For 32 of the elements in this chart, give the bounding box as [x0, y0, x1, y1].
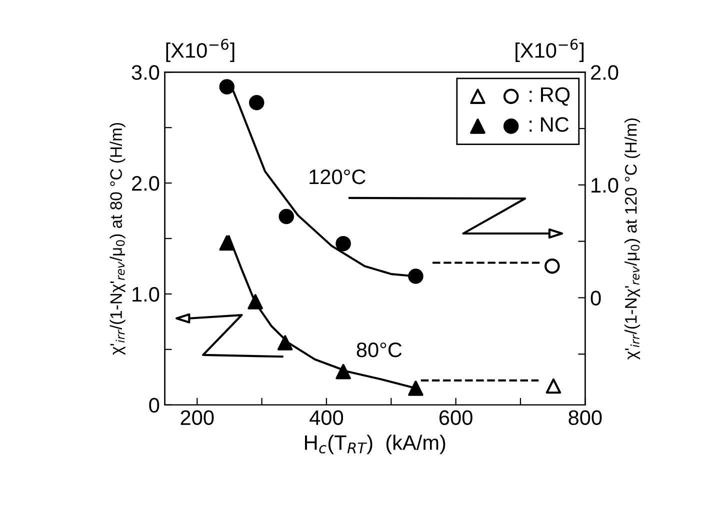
- y2-tick-label: 0: [590, 290, 601, 306]
- annotation: 120°C: [310, 169, 366, 184]
- point: [277, 335, 293, 350]
- point: [408, 380, 424, 396]
- annotation: 80°C: [356, 342, 402, 358]
- y-tick-label: 3.0: [132, 65, 160, 80]
- x-tick-label: 800: [568, 410, 602, 426]
- point: [546, 378, 562, 394]
- y-axis-title: χ'$_{irr}$/(1-Nχ'$_{rev}$/μ$_{0}$) at 80 °C (H/m): [110, 123, 126, 355]
- y2-tick-label: 2.0: [591, 65, 618, 80]
- legend-label: : RQ: [530, 87, 570, 106]
- x-tick-label: 200: [180, 410, 214, 426]
- y-tick-label: 1.0: [132, 286, 160, 302]
- text: [X10$^{−6}$]: [516, 38, 584, 62]
- point: [336, 364, 351, 380]
- point: [336, 236, 351, 252]
- point: [248, 294, 263, 310]
- point: [219, 235, 235, 251]
- x-axis-title: H$_{c}$(T$_{RT}$) (kA/m): [305, 434, 446, 454]
- y2-tick-label: 1.0: [592, 178, 618, 193]
- y2-axis-title: χ'$_{irr}$/(1-Nχ'$_{rev}$/μ$_{0}$) at 120 °C (H/m): [624, 118, 640, 360]
- x-tick-label: 600: [439, 410, 472, 426]
- y-tick-label: 0: [149, 398, 160, 413]
- x-tick-label: 400: [310, 410, 344, 426]
- point: [219, 79, 235, 94]
- point: [278, 208, 294, 224]
- legend-label: : NC: [530, 117, 569, 132]
- point: [408, 268, 424, 284]
- point: [544, 258, 560, 274]
- point: [249, 94, 264, 110]
- text: [X10$^{−6}$]: [166, 38, 234, 62]
- y-tick-label: 2.0: [132, 176, 160, 191]
